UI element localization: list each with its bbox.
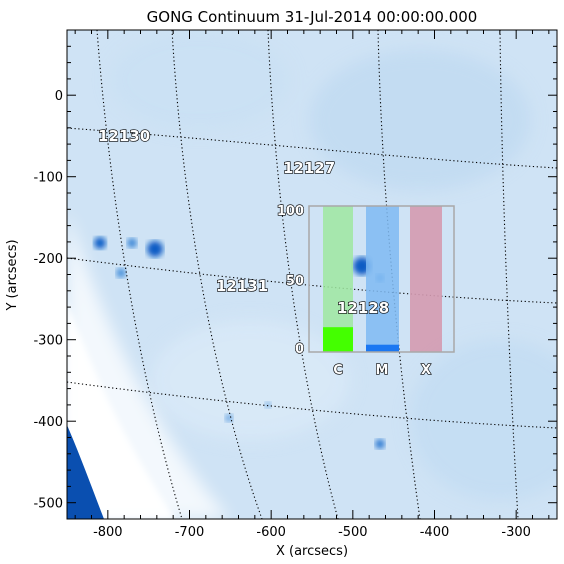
disk-texture <box>110 30 557 500</box>
sunspot <box>94 237 106 249</box>
inset-bar-background-X <box>410 206 442 352</box>
sunspot <box>116 268 126 278</box>
inset-y-tick-50: 50 <box>286 274 304 289</box>
heliographic-grid <box>67 30 557 519</box>
grid-line-latitude <box>67 127 557 169</box>
grid-line-latitude <box>67 381 557 429</box>
inset-y-tick-0: 0 <box>295 342 304 357</box>
limb-bright-band <box>67 300 175 519</box>
sunspots <box>94 237 385 449</box>
y-tick-label: -200 <box>33 252 63 267</box>
flare-probability-inset: 100 50 0 C M X <box>276 203 455 379</box>
sunspot <box>375 439 385 449</box>
active-region-label-12127: 12127 <box>283 159 335 177</box>
inset-y-tick-100: 100 <box>277 204 304 219</box>
axis-ticks: -800 -700 -600 -500 -400 -300 0 -100 -200 -300 -40… <box>33 29 557 540</box>
sunspot <box>225 414 233 422</box>
inset-bar-background-M <box>366 206 399 352</box>
inset-category-X: X <box>421 363 431 378</box>
grid-line-longitude <box>499 30 519 519</box>
active-region-labels: 12130 12127 12131 12128 <box>97 126 389 317</box>
sunspot <box>127 238 137 248</box>
x-tick-label: -800 <box>93 525 123 540</box>
x-axis-label: X (arcsecs) <box>276 544 348 559</box>
y-tick-label: -500 <box>33 497 63 512</box>
y-tick-label: -100 <box>33 171 63 186</box>
sunspot <box>147 241 163 257</box>
inset-frame <box>308 205 455 353</box>
x-tick-label: -600 <box>256 525 286 540</box>
x-tick-label: -700 <box>175 525 205 540</box>
sunspot <box>265 402 271 408</box>
inset-bar-C <box>323 327 353 352</box>
active-region-label-12130: 12130 <box>98 127 150 145</box>
inset-bar-M <box>366 344 399 352</box>
active-region-label-12128: 12128 <box>337 299 389 317</box>
y-axis-label: Y (arcsecs) <box>5 239 20 311</box>
y-tick-label: -300 <box>33 334 63 349</box>
grid-line-longitude <box>267 30 339 519</box>
x-tick-label: -300 <box>501 525 531 540</box>
plot-area: 100 50 0 C M X 12130 12127 12131 12128 <box>67 30 557 519</box>
grid-line-latitude <box>67 257 557 304</box>
x-tick-label: -400 <box>420 525 450 540</box>
active-region-label-12131: 12131 <box>216 277 268 295</box>
inset-category-C: C <box>333 363 343 378</box>
off-disk-region <box>67 425 104 519</box>
map-title: GONG Continuum 31-Jul-2014 00:00:00.000 <box>147 8 478 26</box>
inset-category-M: M <box>376 363 389 378</box>
y-tick-label: -400 <box>33 415 63 430</box>
x-tick-label: -500 <box>338 525 368 540</box>
y-tick-label: 0 <box>55 89 63 104</box>
